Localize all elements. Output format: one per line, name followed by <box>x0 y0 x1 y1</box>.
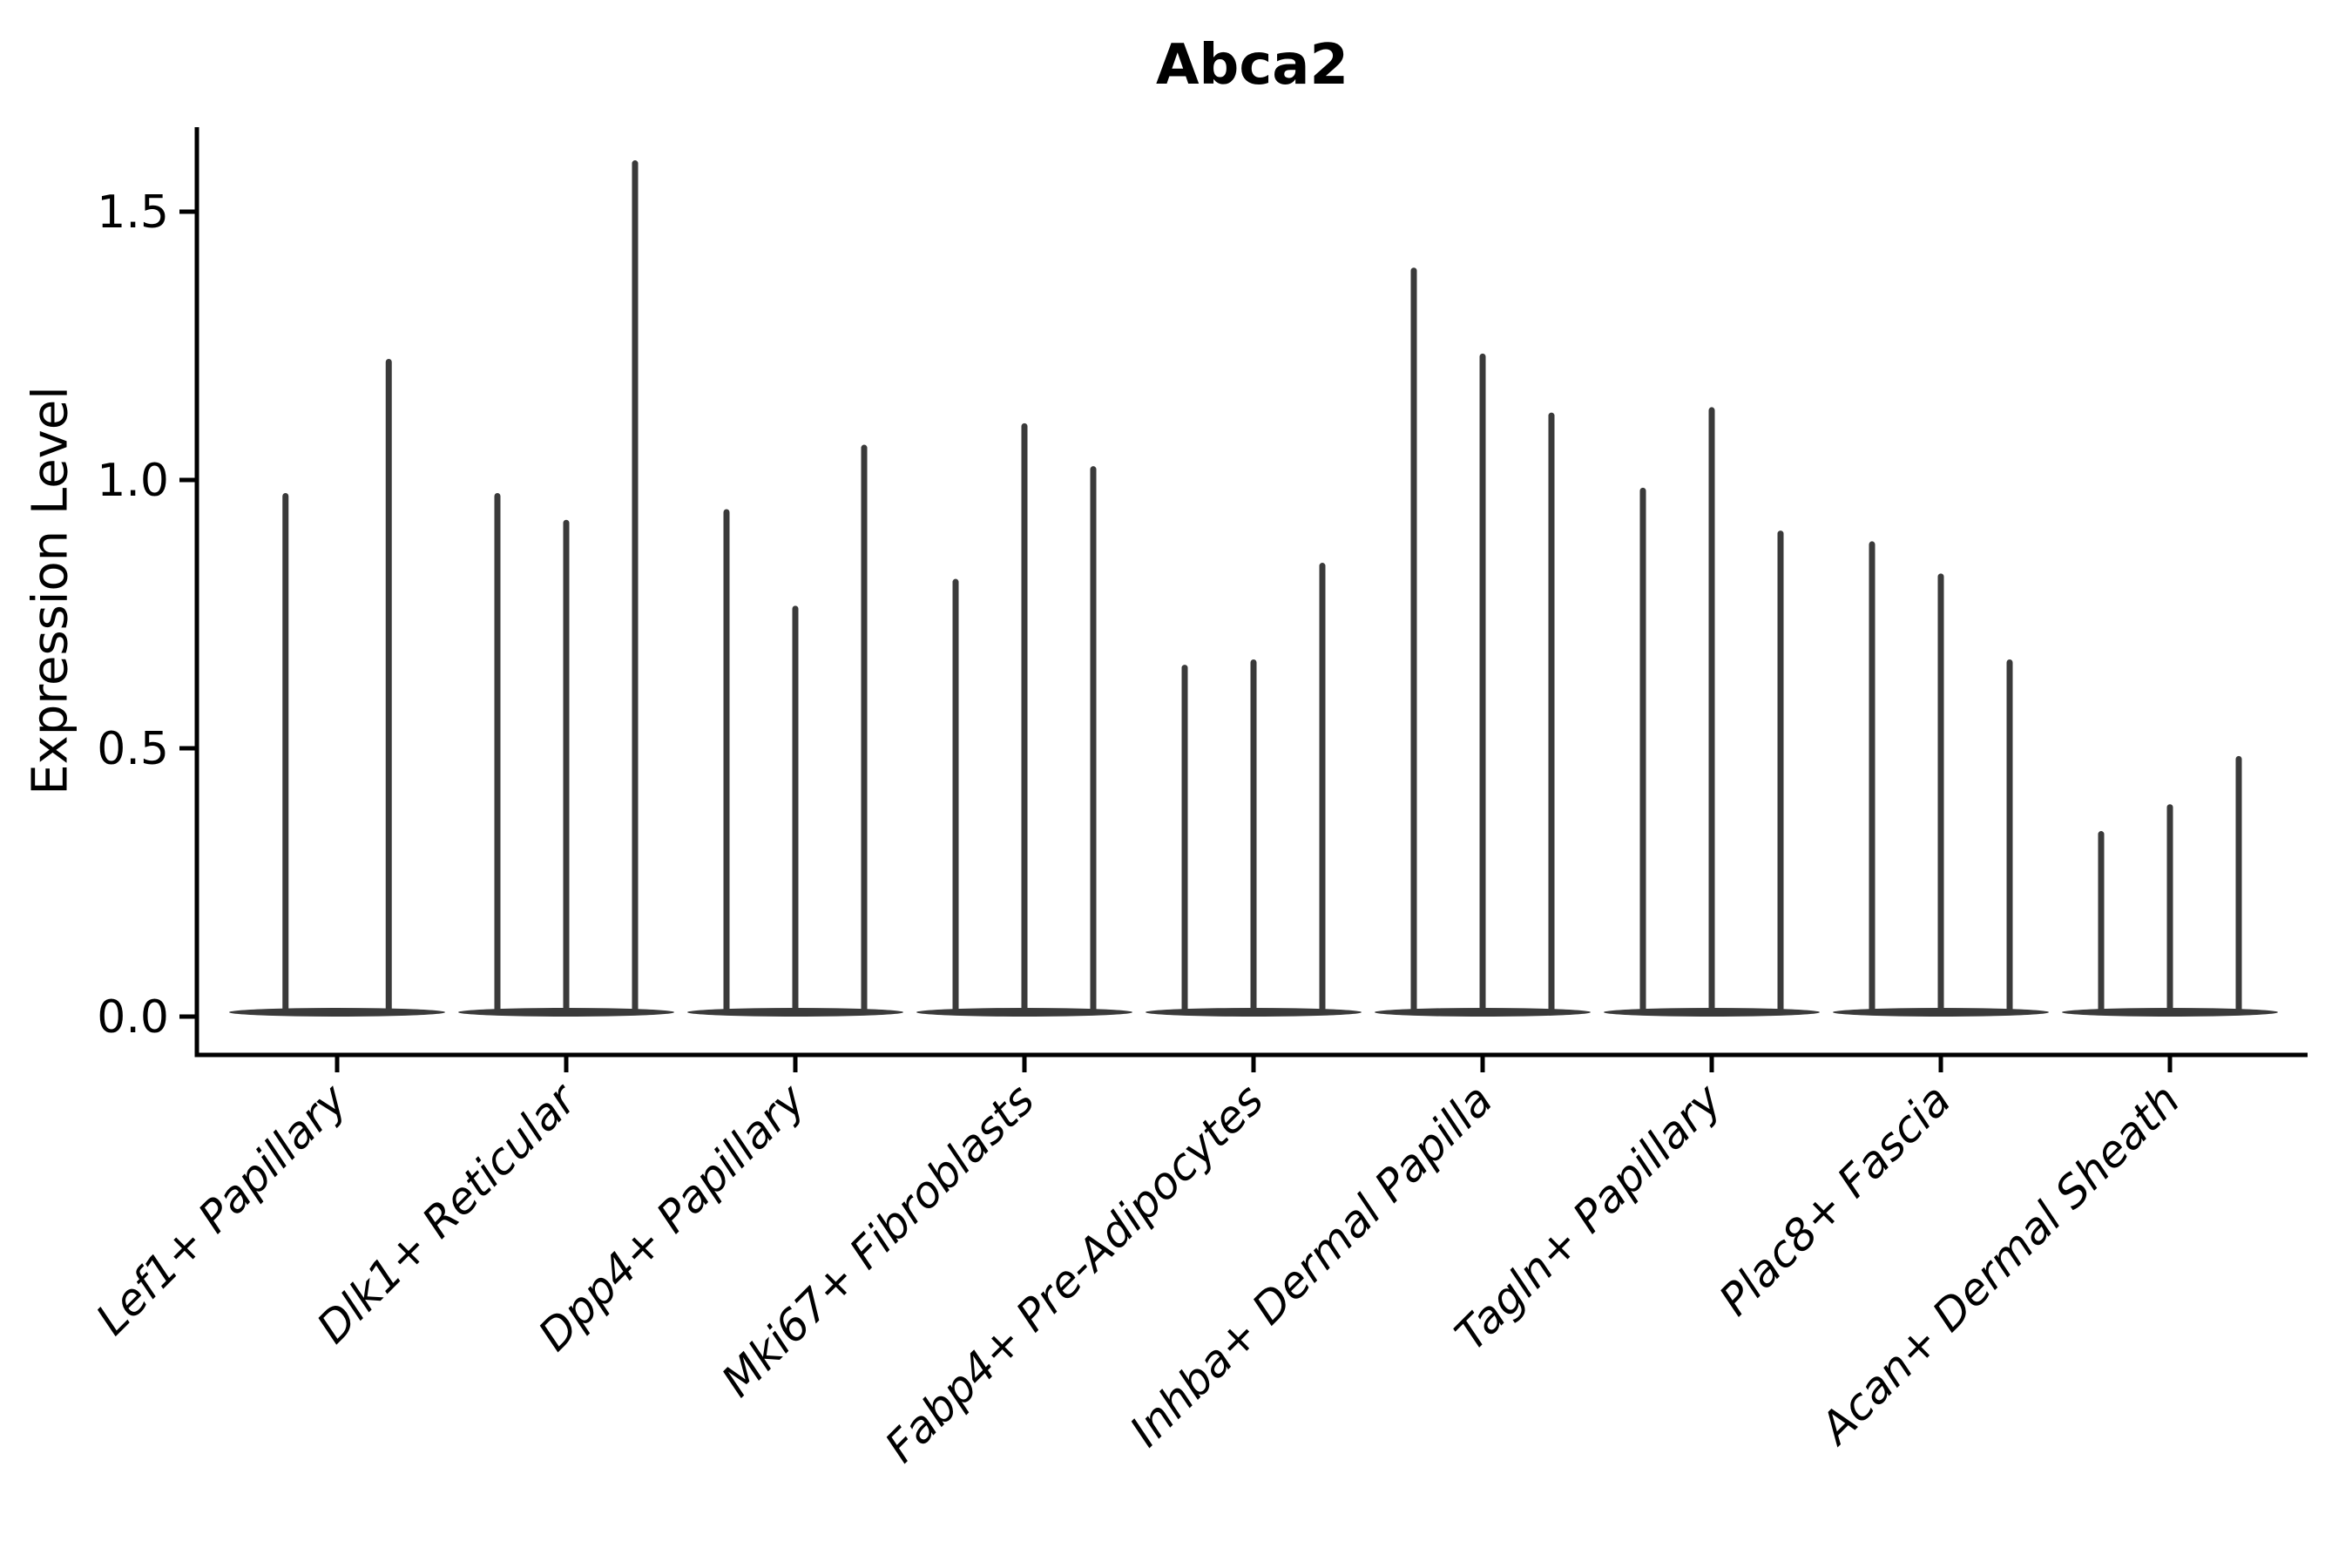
x-tick-label: Lef1+ Papillary <box>86 1073 357 1344</box>
x-tick-label: Plac8+ Fascia <box>1710 1074 1961 1325</box>
x-tick-label: Fabp4+ Pre-Adipocytes <box>875 1074 1274 1472</box>
x-tick-label: Inhba+ Dermal Papilla <box>1120 1074 1502 1456</box>
y-tick-label: 1.5 <box>97 186 169 239</box>
violin-base <box>229 1008 445 1017</box>
x-tick-label: Acan+ Dermal Sheath <box>1809 1074 2190 1455</box>
y-axis-label: Expression Level <box>22 386 79 795</box>
chart-title: Abca2 <box>1156 33 1348 98</box>
y-tick-label: 1.0 <box>97 455 169 507</box>
y-tick-label: 0.0 <box>97 991 169 1044</box>
y-tick-label: 0.5 <box>97 723 169 775</box>
